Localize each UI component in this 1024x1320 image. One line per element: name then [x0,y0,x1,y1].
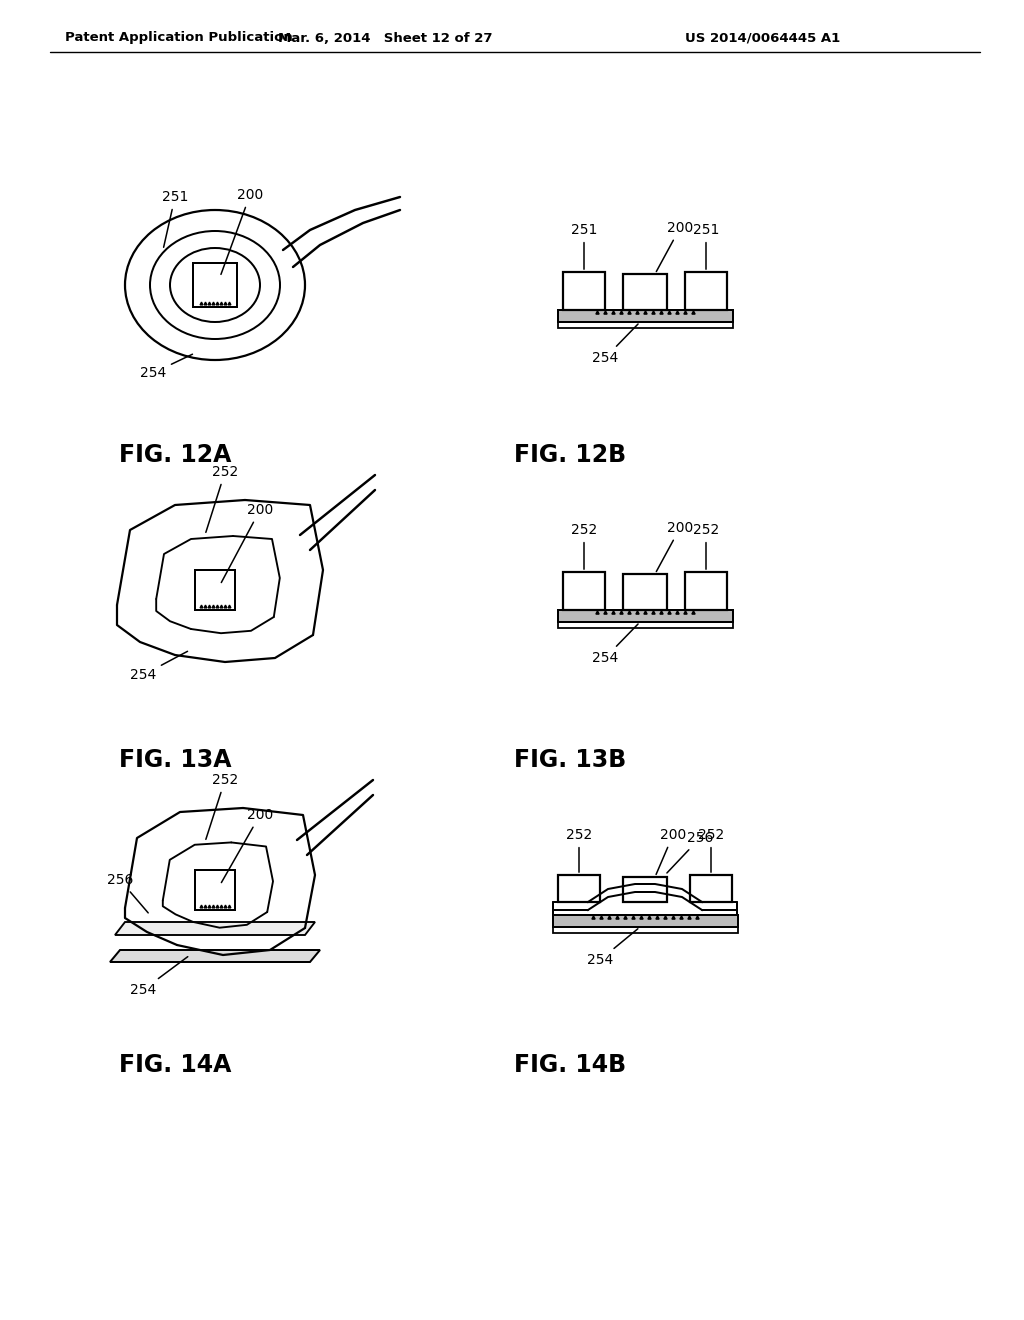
Text: 200: 200 [656,521,693,572]
Text: Mar. 6, 2014 Sheet 12 of 27: Mar. 6, 2014 Sheet 12 of 27 [278,32,493,45]
Bar [563,572,605,610]
Text: 252: 252 [566,828,592,873]
Text: 254: 254 [587,929,638,968]
Bar [563,272,605,310]
Text: 254: 254 [592,323,638,366]
Text: 200: 200 [221,808,273,883]
Bar [623,275,667,310]
Bar [195,570,234,610]
Text: FIG. 12B: FIG. 12B [514,444,626,467]
Text: 254: 254 [130,957,187,997]
Bar [623,574,667,610]
Text: 200: 200 [656,220,693,272]
Text: FIG. 14B: FIG. 14B [514,1053,626,1077]
Bar [623,876,667,902]
Polygon shape [110,950,319,962]
Bar [558,322,733,327]
Text: 256: 256 [667,832,713,873]
Text: FIG. 13A: FIG. 13A [119,748,231,772]
Bar [195,870,234,909]
Bar [558,622,733,628]
Text: 252: 252 [570,523,597,569]
Bar [558,310,733,322]
Text: 251: 251 [693,223,719,269]
Bar [193,263,237,308]
Bar [690,875,732,902]
Text: 200: 200 [221,503,273,582]
Text: 254: 254 [140,354,193,380]
Text: 200: 200 [656,828,686,874]
Bar [685,272,727,310]
Bar [558,610,733,622]
Text: 251: 251 [162,190,188,247]
Bar [685,572,727,610]
Text: 256: 256 [106,873,148,913]
Text: Patent Application Publication: Patent Application Publication [65,32,293,45]
Bar [553,927,738,933]
Text: 251: 251 [570,223,597,269]
Text: 252: 252 [206,774,239,840]
Text: 254: 254 [592,624,638,665]
Bar [558,875,600,902]
Text: 254: 254 [130,651,187,682]
Text: 200: 200 [221,187,263,275]
Bar [553,915,738,927]
Text: 252: 252 [698,828,724,873]
Text: US 2014/0064445 A1: US 2014/0064445 A1 [685,32,841,45]
Text: 252: 252 [693,523,719,569]
Text: FIG. 14A: FIG. 14A [119,1053,231,1077]
Text: FIG. 12A: FIG. 12A [119,444,231,467]
Text: FIG. 13B: FIG. 13B [514,748,626,772]
Polygon shape [115,921,315,935]
Text: 252: 252 [206,465,239,532]
